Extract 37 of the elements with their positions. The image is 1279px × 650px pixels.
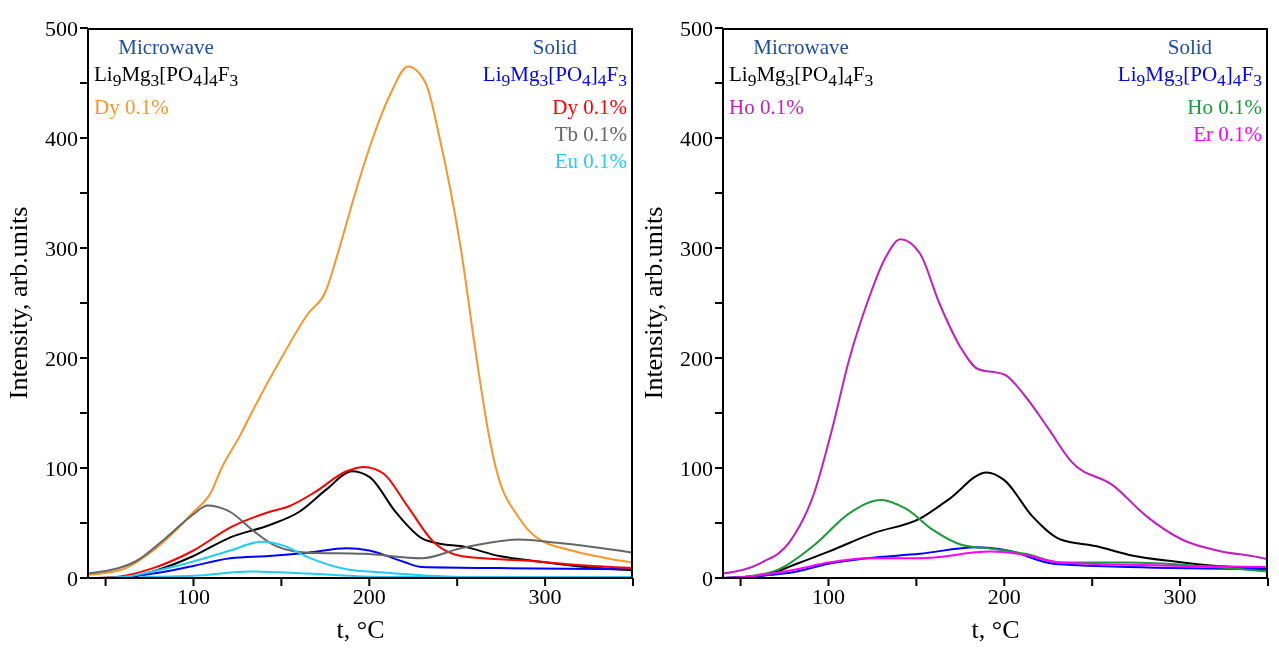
y-tick-label: 300 [680, 235, 713, 261]
y-axis-title: Intensity, arb.units [4, 206, 34, 400]
y-tick-label: 400 [45, 125, 78, 151]
x-axis-title: t, °C [971, 615, 1020, 644]
text: Er 0.1% [1192, 121, 1262, 149]
annotation: Microwave [117, 34, 215, 61]
y-tick-label: 0 [702, 565, 713, 591]
y-tick-label: 200 [45, 345, 78, 371]
text: Eu 0.1% [553, 148, 627, 176]
text: Dy 0.1% [94, 94, 170, 122]
x-tick-label: 300 [528, 583, 562, 609]
x-tick-label: 100 [176, 583, 210, 609]
x-tick-label: 300 [1163, 583, 1197, 609]
text: Li$_{9}$Mg$_{3}$[PO$_{4}$]$_{4}$F$_{3}$ [1117, 62, 1262, 91]
annotation: Solid [1166, 34, 1214, 61]
x-tick-label: 200 [987, 583, 1021, 609]
y-tick-label: 100 [680, 455, 713, 481]
y-tick-label: 200 [680, 345, 713, 371]
text: Li$_{9}$Mg$_{3}$[PO$_{4}$]$_{4}$F$_{3}$ [94, 62, 239, 91]
y-tick-label: 400 [680, 125, 713, 151]
x-tick-label: 100 [811, 583, 845, 609]
y-tick-label: 500 [45, 15, 78, 41]
x-axis-title: t, °C [336, 615, 385, 644]
x-tick-label: 200 [352, 583, 386, 609]
text: Ho 0.1% [729, 94, 805, 122]
text: Ho 0.1% [1186, 94, 1262, 122]
y-tick-label: 500 [680, 15, 713, 41]
text: Li$_{9}$Mg$_{3}$[PO$_{4}$]$_{4}$F$_{3}$ [729, 62, 874, 91]
y-tick-label: 300 [45, 235, 78, 261]
y-tick-label: 0 [67, 565, 78, 591]
text: Dy 0.1% [551, 94, 627, 122]
annotation: Microwave [752, 34, 850, 61]
y-axis-title: Intensity, arb.units [639, 206, 669, 400]
y-tick-label: 100 [45, 455, 78, 481]
text: Li$_{9}$Mg$_{3}$[PO$_{4}$]$_{4}$F$_{3}$ [482, 62, 627, 91]
text: Tb 0.1% [553, 121, 627, 149]
annotation: Solid [531, 34, 579, 61]
